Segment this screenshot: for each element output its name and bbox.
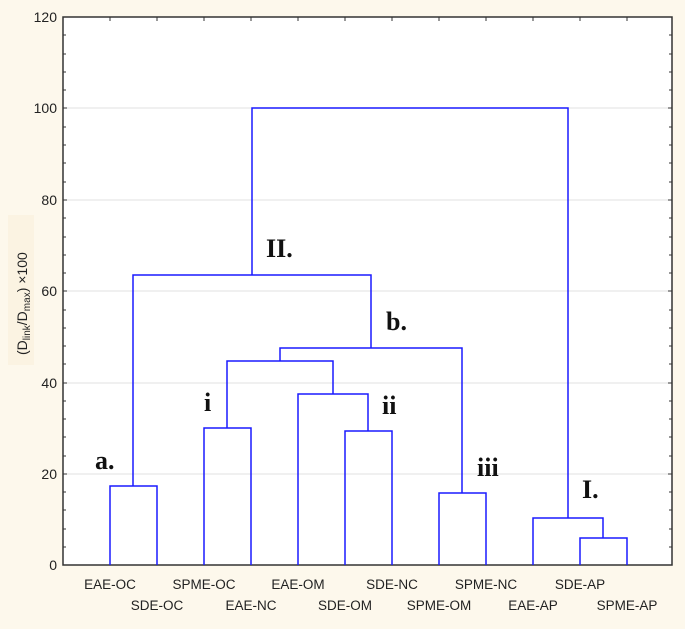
cluster-label-b: b. bbox=[386, 307, 407, 336]
y-tick-60: 60 bbox=[41, 283, 57, 299]
leaf-label: EAE-OM bbox=[271, 577, 324, 592]
dendrogram-links bbox=[109, 107, 628, 565]
leaf-label: SDE-OC bbox=[131, 598, 184, 613]
leaf-label: EAE-AP bbox=[508, 598, 558, 613]
leaf-label: SPME-AP bbox=[597, 598, 658, 613]
leaf-label: SDE-OM bbox=[318, 598, 372, 613]
cluster-label-II: II. bbox=[266, 234, 293, 263]
leaf-labels: EAE-OC SPME-OC EAE-OM SDE-NC SPME-NC SDE… bbox=[84, 577, 657, 613]
leaf-label: SPME-OC bbox=[172, 577, 235, 592]
link-root bbox=[251, 107, 569, 518]
gridlines bbox=[63, 107, 672, 475]
y-axis-label: (Dlink/Dmax) ×100 bbox=[14, 252, 33, 355]
leaf-label: SPME-NC bbox=[455, 577, 518, 592]
y-tick-40: 40 bbox=[41, 375, 57, 391]
y-tick-80: 80 bbox=[41, 192, 57, 208]
leaf-label: SPME-OM bbox=[407, 598, 472, 613]
cluster-label-ii: ii bbox=[382, 391, 396, 420]
cluster-label-a: a. bbox=[95, 446, 115, 475]
y-axis-ticks bbox=[63, 34, 672, 566]
cluster-label-iii: iii bbox=[477, 453, 499, 482]
cluster-annotations: a. i ii iii b. II. I. bbox=[95, 234, 599, 504]
y-tick-labels: 0 20 40 60 80 100 120 bbox=[34, 9, 58, 573]
leaf-label: EAE-OC bbox=[84, 577, 136, 592]
ylabel-band bbox=[8, 215, 34, 365]
y-tick-20: 20 bbox=[41, 466, 57, 482]
y-tick-0: 0 bbox=[49, 557, 57, 573]
y-tick-100: 100 bbox=[34, 100, 58, 116]
leaf-label: SDE-AP bbox=[555, 577, 605, 592]
cluster-label-I: I. bbox=[582, 475, 599, 504]
cluster-label-i: i bbox=[204, 388, 211, 417]
y-tick-120: 120 bbox=[34, 9, 58, 25]
leaf-label: SDE-NC bbox=[366, 577, 418, 592]
leaf-label: EAE-NC bbox=[225, 598, 276, 613]
